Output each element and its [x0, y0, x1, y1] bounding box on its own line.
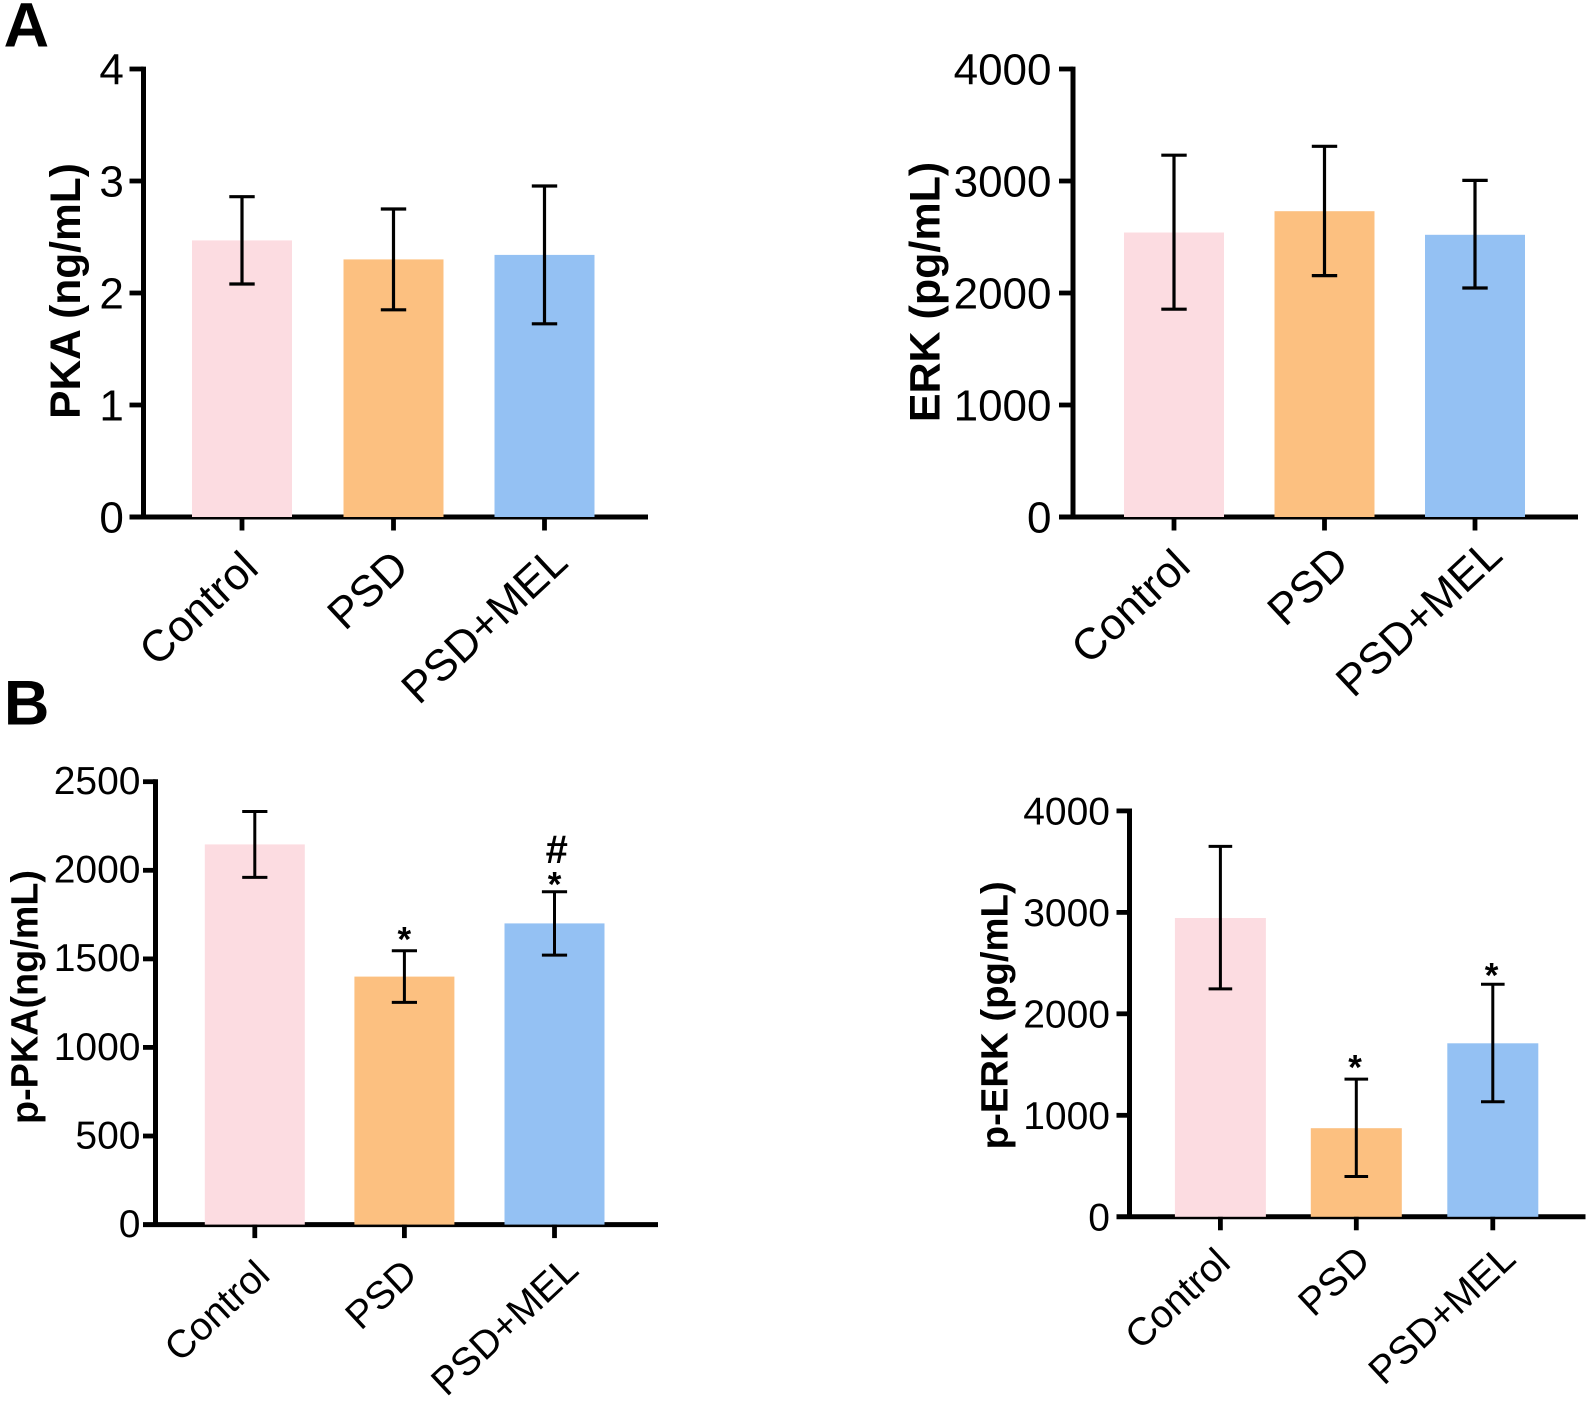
svg-text:Control: Control [1062, 540, 1199, 673]
svg-text:4000: 4000 [954, 46, 1052, 95]
svg-text:2000: 2000 [1023, 994, 1110, 1037]
svg-text:PSD+MEL: PSD+MEL [1361, 1236, 1524, 1392]
svg-text:2000: 2000 [54, 849, 141, 892]
svg-text:PSD: PSD [338, 1252, 426, 1338]
svg-text:B: B [4, 669, 50, 739]
svg-text:4000: 4000 [1023, 791, 1110, 834]
svg-text:1500: 1500 [54, 937, 141, 980]
svg-text:2000: 2000 [954, 270, 1052, 319]
svg-text:2: 2 [99, 270, 123, 319]
svg-text:#: # [546, 828, 568, 872]
svg-text:p-PKA(ng/mL): p-PKA(ng/mL) [5, 870, 47, 1124]
svg-text:ERK (pg/mL): ERK (pg/mL) [902, 162, 950, 422]
svg-text:PSD: PSD [1290, 1238, 1378, 1324]
svg-text:500: 500 [75, 1114, 140, 1157]
svg-text:*: * [397, 920, 411, 959]
svg-text:PSD+MEL: PSD+MEL [392, 536, 577, 713]
svg-text:Control: Control [1117, 1240, 1238, 1357]
svg-text:Control: Control [157, 1253, 278, 1370]
svg-text:PSD: PSD [318, 541, 418, 639]
svg-text:PSD+MEL: PSD+MEL [423, 1248, 586, 1404]
svg-text:1000: 1000 [1023, 1095, 1110, 1138]
svg-text:1000: 1000 [954, 382, 1052, 431]
svg-text:1: 1 [99, 382, 123, 431]
svg-text:PSD+MEL: PSD+MEL [1327, 529, 1512, 706]
svg-text:3000: 3000 [1023, 892, 1110, 935]
svg-text:0: 0 [99, 494, 123, 543]
svg-text:4: 4 [99, 46, 123, 95]
svg-text:1000: 1000 [54, 1026, 141, 1069]
svg-text:*: * [548, 865, 562, 904]
svg-text:0: 0 [119, 1203, 141, 1246]
svg-text:A: A [4, 0, 50, 60]
svg-text:2500: 2500 [54, 760, 141, 803]
svg-text:PKA (ng/mL): PKA (ng/mL) [43, 163, 90, 419]
svg-text:3000: 3000 [954, 158, 1052, 207]
svg-text:Control: Control [130, 542, 267, 675]
svg-text:*: * [1348, 1049, 1362, 1088]
svg-text:3: 3 [99, 158, 123, 207]
svg-text:PSD: PSD [1258, 537, 1358, 635]
svg-text:p-ERK (pg/mL): p-ERK (pg/mL) [974, 881, 1017, 1149]
svg-text:0: 0 [1088, 1197, 1110, 1240]
svg-text:*: * [1485, 957, 1499, 996]
svg-text:0: 0 [1027, 494, 1051, 543]
